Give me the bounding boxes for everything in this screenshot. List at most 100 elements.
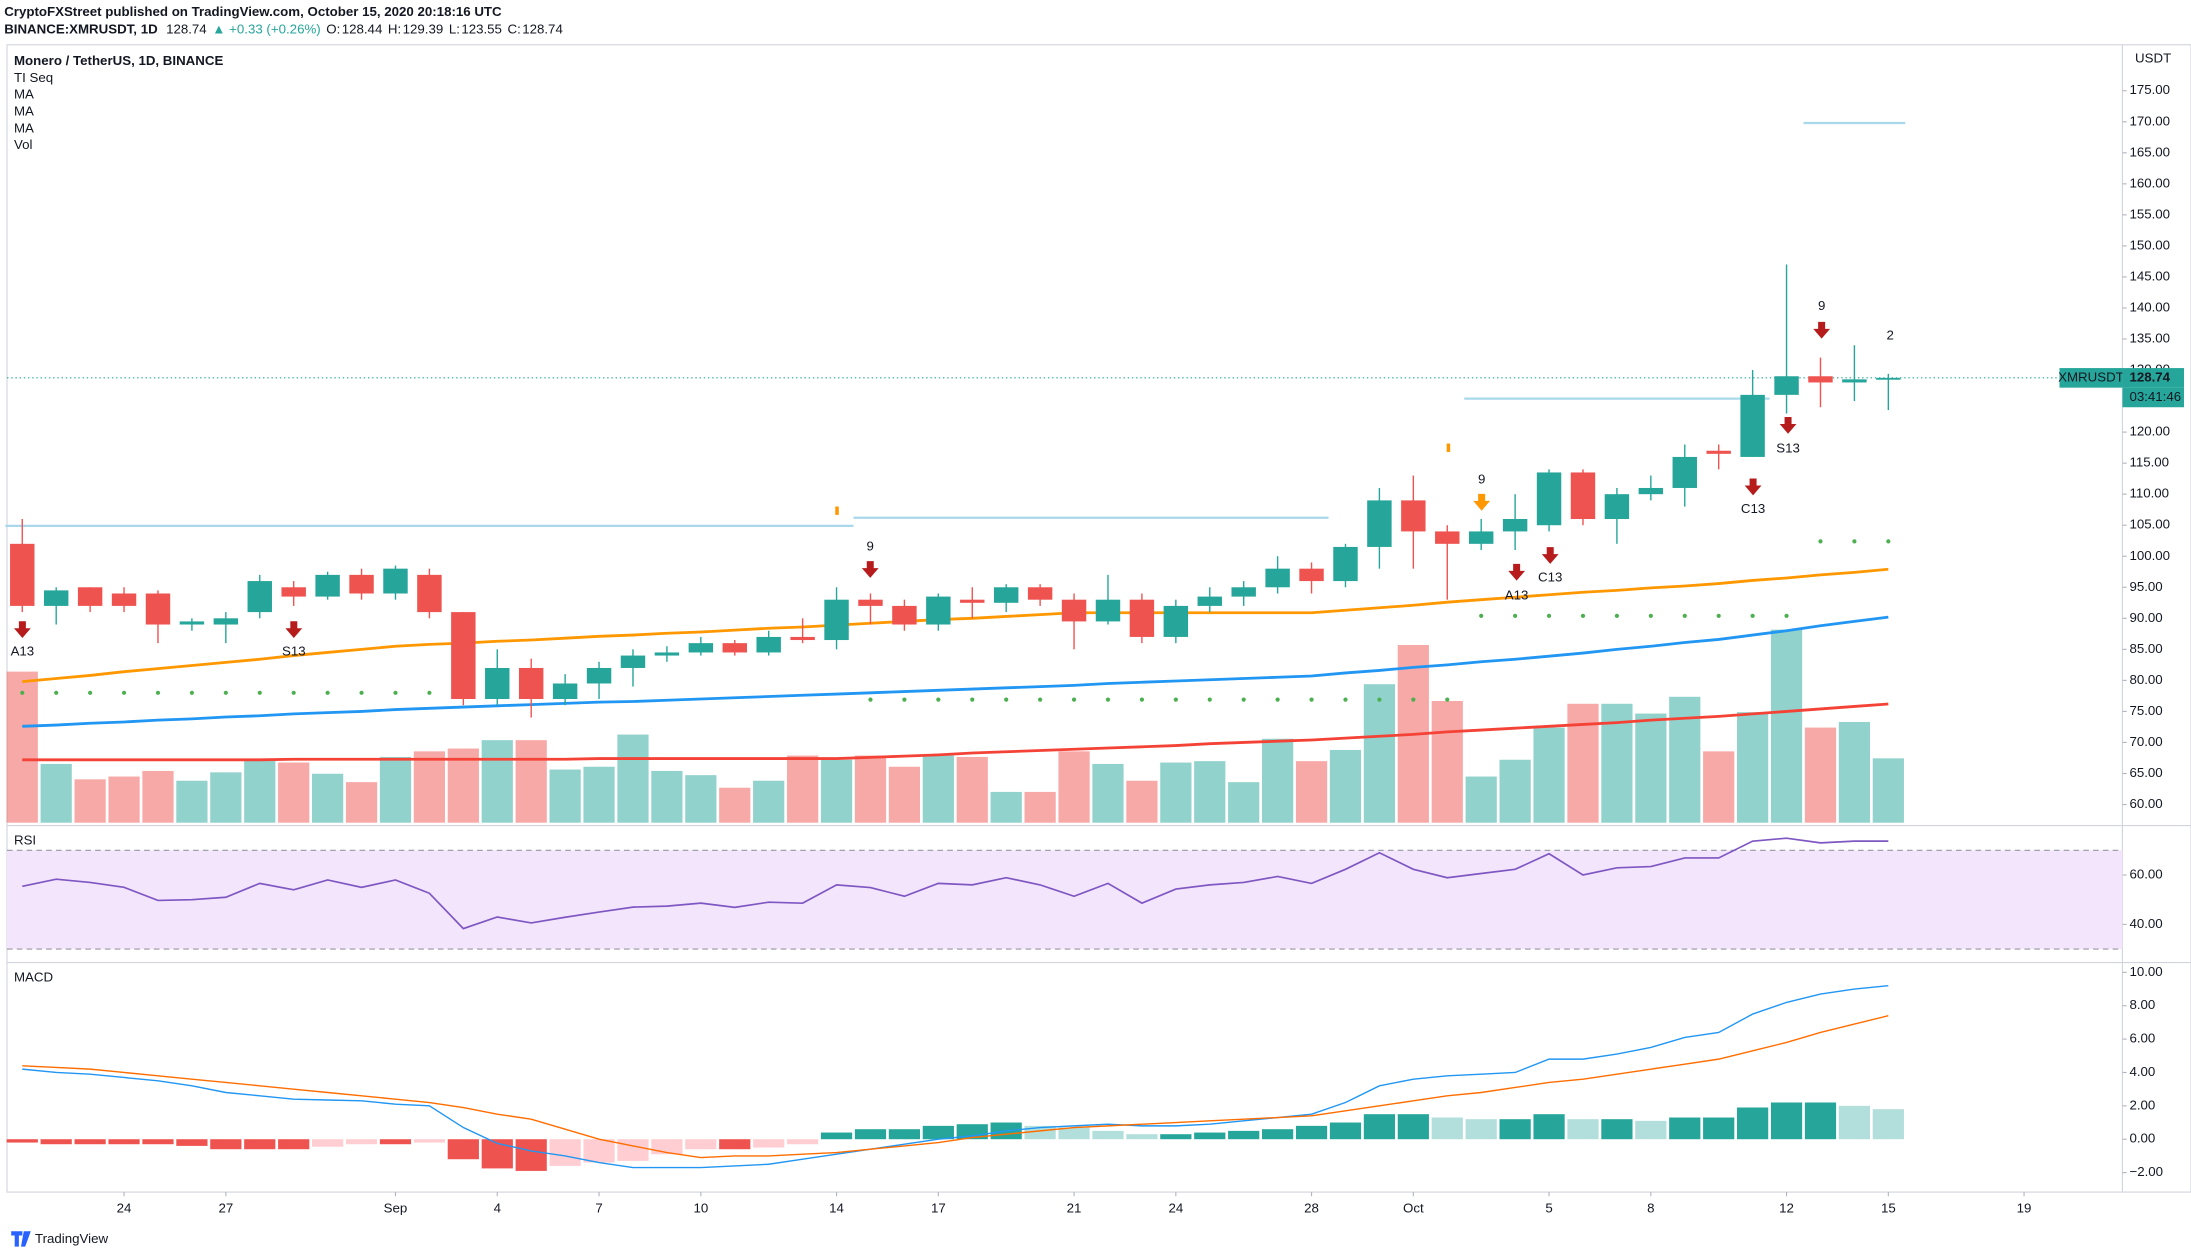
volume-bar bbox=[142, 770, 174, 823]
y-tick-label: 60.00 bbox=[2129, 796, 2162, 811]
volume-bar bbox=[481, 740, 513, 823]
level-dot bbox=[1750, 613, 1755, 618]
candle-body bbox=[1808, 376, 1833, 383]
candle-body bbox=[1502, 519, 1528, 532]
macd-histogram-bar bbox=[1872, 1109, 1904, 1140]
x-tick-label: 28 bbox=[1304, 1200, 1319, 1215]
y-tick-label: 65.00 bbox=[2129, 765, 2162, 780]
y-tick-label: 6.00 bbox=[2129, 1031, 2155, 1046]
macd-line bbox=[22, 985, 1889, 1169]
signal-label: 2 bbox=[1886, 327, 1893, 342]
volume-bar bbox=[278, 762, 310, 823]
y-tick-label: 155.00 bbox=[2129, 206, 2170, 221]
volume-bar bbox=[1499, 759, 1531, 823]
x-tick-label: 21 bbox=[1067, 1200, 1082, 1215]
y-tick-label: 95.00 bbox=[2129, 579, 2162, 594]
macd-histogram-bar bbox=[1567, 1119, 1599, 1140]
level-dot bbox=[1241, 697, 1246, 702]
candle-body bbox=[926, 596, 951, 625]
candle-body bbox=[247, 581, 272, 613]
legend-ma: MA bbox=[14, 87, 34, 102]
level-dot bbox=[1614, 613, 1620, 618]
candle-body bbox=[858, 599, 883, 606]
macd-histogram-bar bbox=[820, 1132, 853, 1140]
c-label: C: bbox=[508, 21, 521, 36]
signal-label: C13 bbox=[1538, 569, 1562, 584]
volume-bar bbox=[515, 740, 547, 823]
macd-histogram-bar bbox=[74, 1139, 106, 1145]
volume-bar bbox=[1194, 761, 1226, 823]
candle-body bbox=[993, 587, 1019, 603]
macd-histogram-bar bbox=[142, 1139, 174, 1145]
signal-arrow bbox=[1813, 321, 1831, 339]
publisher: CryptoFXStreet published on TradingView.… bbox=[4, 4, 502, 19]
level-dot bbox=[1377, 697, 1382, 702]
symbol-tag bbox=[2059, 368, 2123, 388]
macd-histogram-bar bbox=[345, 1139, 378, 1145]
candle-body bbox=[1197, 596, 1222, 606]
volume-bar bbox=[40, 763, 72, 823]
rsi-band bbox=[6, 850, 2123, 950]
volume-bar bbox=[1838, 721, 1871, 823]
macd-histogram-bar bbox=[1499, 1119, 1531, 1140]
l-label: L: bbox=[449, 21, 460, 36]
level-dot bbox=[189, 690, 195, 695]
signal-label: A13 bbox=[1505, 588, 1529, 603]
macd-histogram-bar bbox=[244, 1139, 276, 1150]
candle-body bbox=[1604, 494, 1630, 520]
footer: TradingView bbox=[35, 1231, 108, 1246]
level-dot bbox=[1852, 539, 1857, 544]
symbol: BINANCE:XMRUSDT, 1D bbox=[4, 21, 158, 36]
volume-bar bbox=[1770, 629, 1803, 823]
level-dot bbox=[1546, 613, 1552, 618]
volume-bar bbox=[922, 755, 954, 823]
level-dot bbox=[1105, 697, 1111, 702]
info-marker bbox=[835, 506, 839, 515]
y-tick-label: 75.00 bbox=[2129, 703, 2162, 718]
macd-histogram-bar bbox=[1228, 1130, 1260, 1140]
candle-body bbox=[1061, 599, 1087, 622]
candle-body bbox=[213, 618, 239, 625]
x-tick-label: 14 bbox=[829, 1200, 844, 1215]
macd-histogram-bar bbox=[922, 1125, 954, 1140]
level-dot bbox=[155, 690, 161, 695]
level-dot bbox=[1784, 613, 1789, 618]
volume-bar bbox=[1804, 727, 1837, 823]
legend-indicator: TI Seq bbox=[14, 70, 53, 85]
candle-body bbox=[1401, 500, 1426, 532]
level-dot bbox=[1513, 613, 1518, 618]
macd-histogram-bar bbox=[1635, 1120, 1667, 1140]
info-marker bbox=[1446, 443, 1451, 452]
level-dot bbox=[359, 690, 364, 695]
pane-title: MACD bbox=[14, 970, 53, 985]
macd-histogram-bar bbox=[1295, 1125, 1328, 1140]
candle-body bbox=[756, 636, 781, 653]
macd-histogram-bar bbox=[312, 1139, 344, 1147]
volume-bar bbox=[413, 751, 446, 823]
macd-histogram-bar bbox=[1737, 1107, 1769, 1140]
candle-body bbox=[179, 621, 205, 625]
last-price: 128.74 bbox=[166, 21, 207, 36]
macd-histogram-bar bbox=[108, 1139, 140, 1145]
level-dot bbox=[20, 690, 25, 695]
candle-body bbox=[1638, 487, 1664, 495]
volume-bar bbox=[6, 671, 38, 823]
volume-bar bbox=[753, 780, 785, 823]
volume-bar bbox=[651, 770, 683, 823]
y-tick-label: −2.00 bbox=[2129, 1164, 2163, 1179]
volume-bar bbox=[1160, 762, 1192, 823]
signal-label: 9 bbox=[867, 539, 874, 554]
candle-body bbox=[383, 568, 408, 594]
volume-bar bbox=[787, 755, 819, 823]
y-tick-label: 2.00 bbox=[2129, 1097, 2155, 1112]
candle-body bbox=[145, 593, 171, 625]
macd-histogram-bar bbox=[787, 1139, 819, 1145]
macd-histogram-bar bbox=[549, 1139, 581, 1166]
volume-bar bbox=[244, 759, 276, 823]
macd-histogram-bar bbox=[1397, 1114, 1429, 1140]
y-tick-label: 135.00 bbox=[2129, 331, 2170, 346]
pane-title: RSI bbox=[14, 832, 36, 847]
y-tick-label: 120.00 bbox=[2129, 424, 2170, 439]
macd-histogram-bar bbox=[413, 1139, 446, 1143]
